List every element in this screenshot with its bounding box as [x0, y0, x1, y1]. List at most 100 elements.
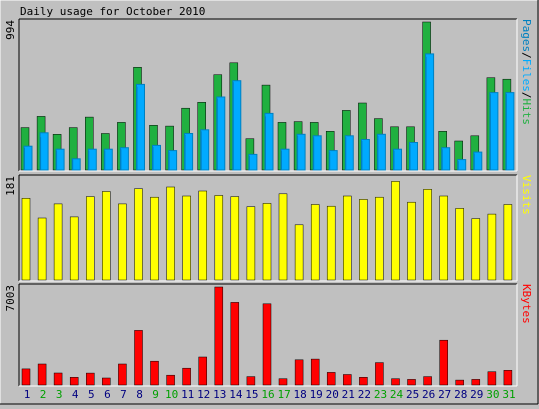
hits-panel-files-bar-29	[473, 151, 483, 171]
kbytes-panel-bar-14	[230, 302, 240, 386]
hits-panel-files-bar-25	[409, 142, 418, 171]
hits-panel-legend-part-1: /	[520, 52, 533, 59]
hits-panel-files-bar-5	[87, 148, 97, 171]
day-label-3: 3	[56, 388, 63, 401]
hits-panel-files-bar-2	[39, 132, 49, 171]
visits-panel-bar-20	[326, 205, 336, 281]
day-label-18: 18	[293, 388, 306, 401]
hits-panel-files-bar-9	[152, 144, 161, 171]
visits-panel-bar-3	[53, 203, 63, 281]
visits-panel-bar-25	[407, 201, 416, 281]
visits-panel-bar-13	[214, 195, 224, 281]
kbytes-panel-bar-17	[278, 378, 288, 386]
kbytes-panel-bar-15	[246, 376, 256, 386]
kbytes-panel-bar-30	[487, 371, 497, 386]
visits-panel: 181 Visits	[4, 174, 533, 282]
hits-panel-legend: Pages/Files/Hits	[520, 19, 533, 125]
kbytes-panel-legend: KBytes	[520, 284, 533, 324]
kbytes-panel-bar-9	[150, 360, 159, 386]
kbytes-panel-bar-3	[53, 372, 63, 386]
hits-panel-legend-part-4: Hits	[520, 99, 533, 126]
hits-panel-files-bar-27	[441, 147, 451, 171]
visits-panel-legend-part-0: Visits	[520, 175, 533, 215]
kbytes-panel-bar-1	[21, 368, 31, 386]
hits-panel-files-bar-17	[280, 148, 290, 171]
hits-panel-files-bar-28	[457, 159, 467, 171]
visits-panel-bar-28	[455, 208, 464, 281]
visits-panel-bar-4	[69, 216, 79, 281]
kbytes-panel-bar-24	[391, 378, 400, 386]
kbytes-panel-bar-26	[423, 376, 432, 386]
kbytes-panel-bar-4	[69, 377, 79, 386]
hits-panel-files-bar-26	[425, 53, 435, 171]
kbytes-panel-ymax-label: 7003	[4, 285, 17, 312]
visits-panel-bar-18	[294, 224, 304, 281]
visits-panel-bar-29	[471, 218, 481, 281]
kbytes-panel-bar-20	[326, 372, 336, 386]
kbytes-panel-bar-11	[182, 367, 191, 386]
day-label-21: 21	[342, 388, 355, 401]
visits-panel-bar-5	[86, 196, 95, 281]
hits-panel-files-bar-16	[264, 112, 274, 171]
day-label-20: 20	[326, 388, 339, 401]
kbytes-panel-bar-8	[134, 330, 143, 386]
visits-panel-bar-14	[230, 196, 240, 281]
kbytes-panel-bar-7	[118, 363, 127, 386]
day-label-1: 1	[24, 388, 31, 401]
hits-panel-ymax-label: 994	[4, 20, 17, 40]
hits-panel-legend-part-3: /	[520, 92, 533, 99]
kbytes-panel: 7003 KBytes	[4, 283, 533, 387]
hits-panel-files-bar-1	[23, 145, 33, 171]
day-label-4: 4	[72, 388, 79, 401]
hits-panel-files-bar-31	[505, 92, 515, 171]
hits-panel-files-bar-24	[393, 148, 402, 171]
visits-panel-bar-22	[359, 199, 368, 281]
visits-panel-bar-16	[262, 203, 272, 281]
visits-panel-bar-27	[439, 195, 448, 281]
hits-panel-files-bar-20	[328, 150, 338, 171]
visits-panel-bar-9	[150, 196, 159, 281]
kbytes-panel-bar-16	[262, 303, 272, 386]
kbytes-panel-bar-27	[439, 339, 448, 386]
visits-panel-bar-12	[198, 190, 207, 281]
hits-panel-files-bar-3	[55, 148, 65, 171]
visits-panel-bar-30	[487, 213, 497, 281]
day-label-5: 5	[88, 388, 95, 401]
day-labels: 1 2 3 4 5 6 7 8 9 10 11 12 13 14 15 16 17 18 19 20 21 22 23 24 2…	[24, 388, 516, 401]
visits-panel-legend: Visits	[520, 175, 533, 215]
kbytes-panel-bar-13	[214, 286, 224, 386]
kbytes-panel-bar-10	[166, 374, 175, 386]
day-label-30: 30	[486, 388, 499, 401]
visits-panel-ymax-label: 181	[4, 176, 17, 196]
kbytes-panel-bar-28	[455, 379, 464, 386]
hits-panel-files-bar-10	[168, 150, 178, 171]
visits-panel-bar-8	[134, 188, 143, 281]
hits-panel-files-bar-8	[136, 83, 145, 171]
kbytes-panel-legend-part-0: KBytes	[520, 284, 533, 324]
visits-panel-bar-11	[182, 195, 191, 281]
visits-panel-bar-24	[391, 181, 400, 281]
kbytes-panel-bar-12	[198, 356, 207, 386]
hits-panel-legend-part-0: Pages	[520, 19, 533, 52]
day-label-12: 12	[197, 388, 210, 401]
kbytes-panel-bar-2	[37, 363, 47, 386]
hits-panel-files-bar-12	[200, 129, 210, 171]
kbytes-panel-bar-29	[471, 379, 481, 386]
visits-panel-bar-15	[246, 206, 256, 281]
day-label-26: 26	[422, 388, 435, 401]
day-label-24: 24	[390, 388, 404, 401]
visits-panel-bar-6	[102, 191, 111, 281]
hits-panel-legend-part-2: Files	[520, 59, 533, 92]
hits-panel-files-bar-30	[489, 92, 499, 171]
kbytes-panel-bar-25	[407, 379, 416, 386]
day-label-15: 15	[245, 388, 258, 401]
visits-panel-bar-10	[166, 186, 175, 281]
day-label-31: 31	[502, 388, 515, 401]
visits-panel-bar-26	[423, 189, 432, 281]
visits-panel-bar-21	[343, 195, 352, 281]
day-label-7: 7	[120, 388, 127, 401]
visits-panel-bar-7	[118, 203, 127, 281]
kbytes-panel-bar-31	[503, 370, 513, 386]
